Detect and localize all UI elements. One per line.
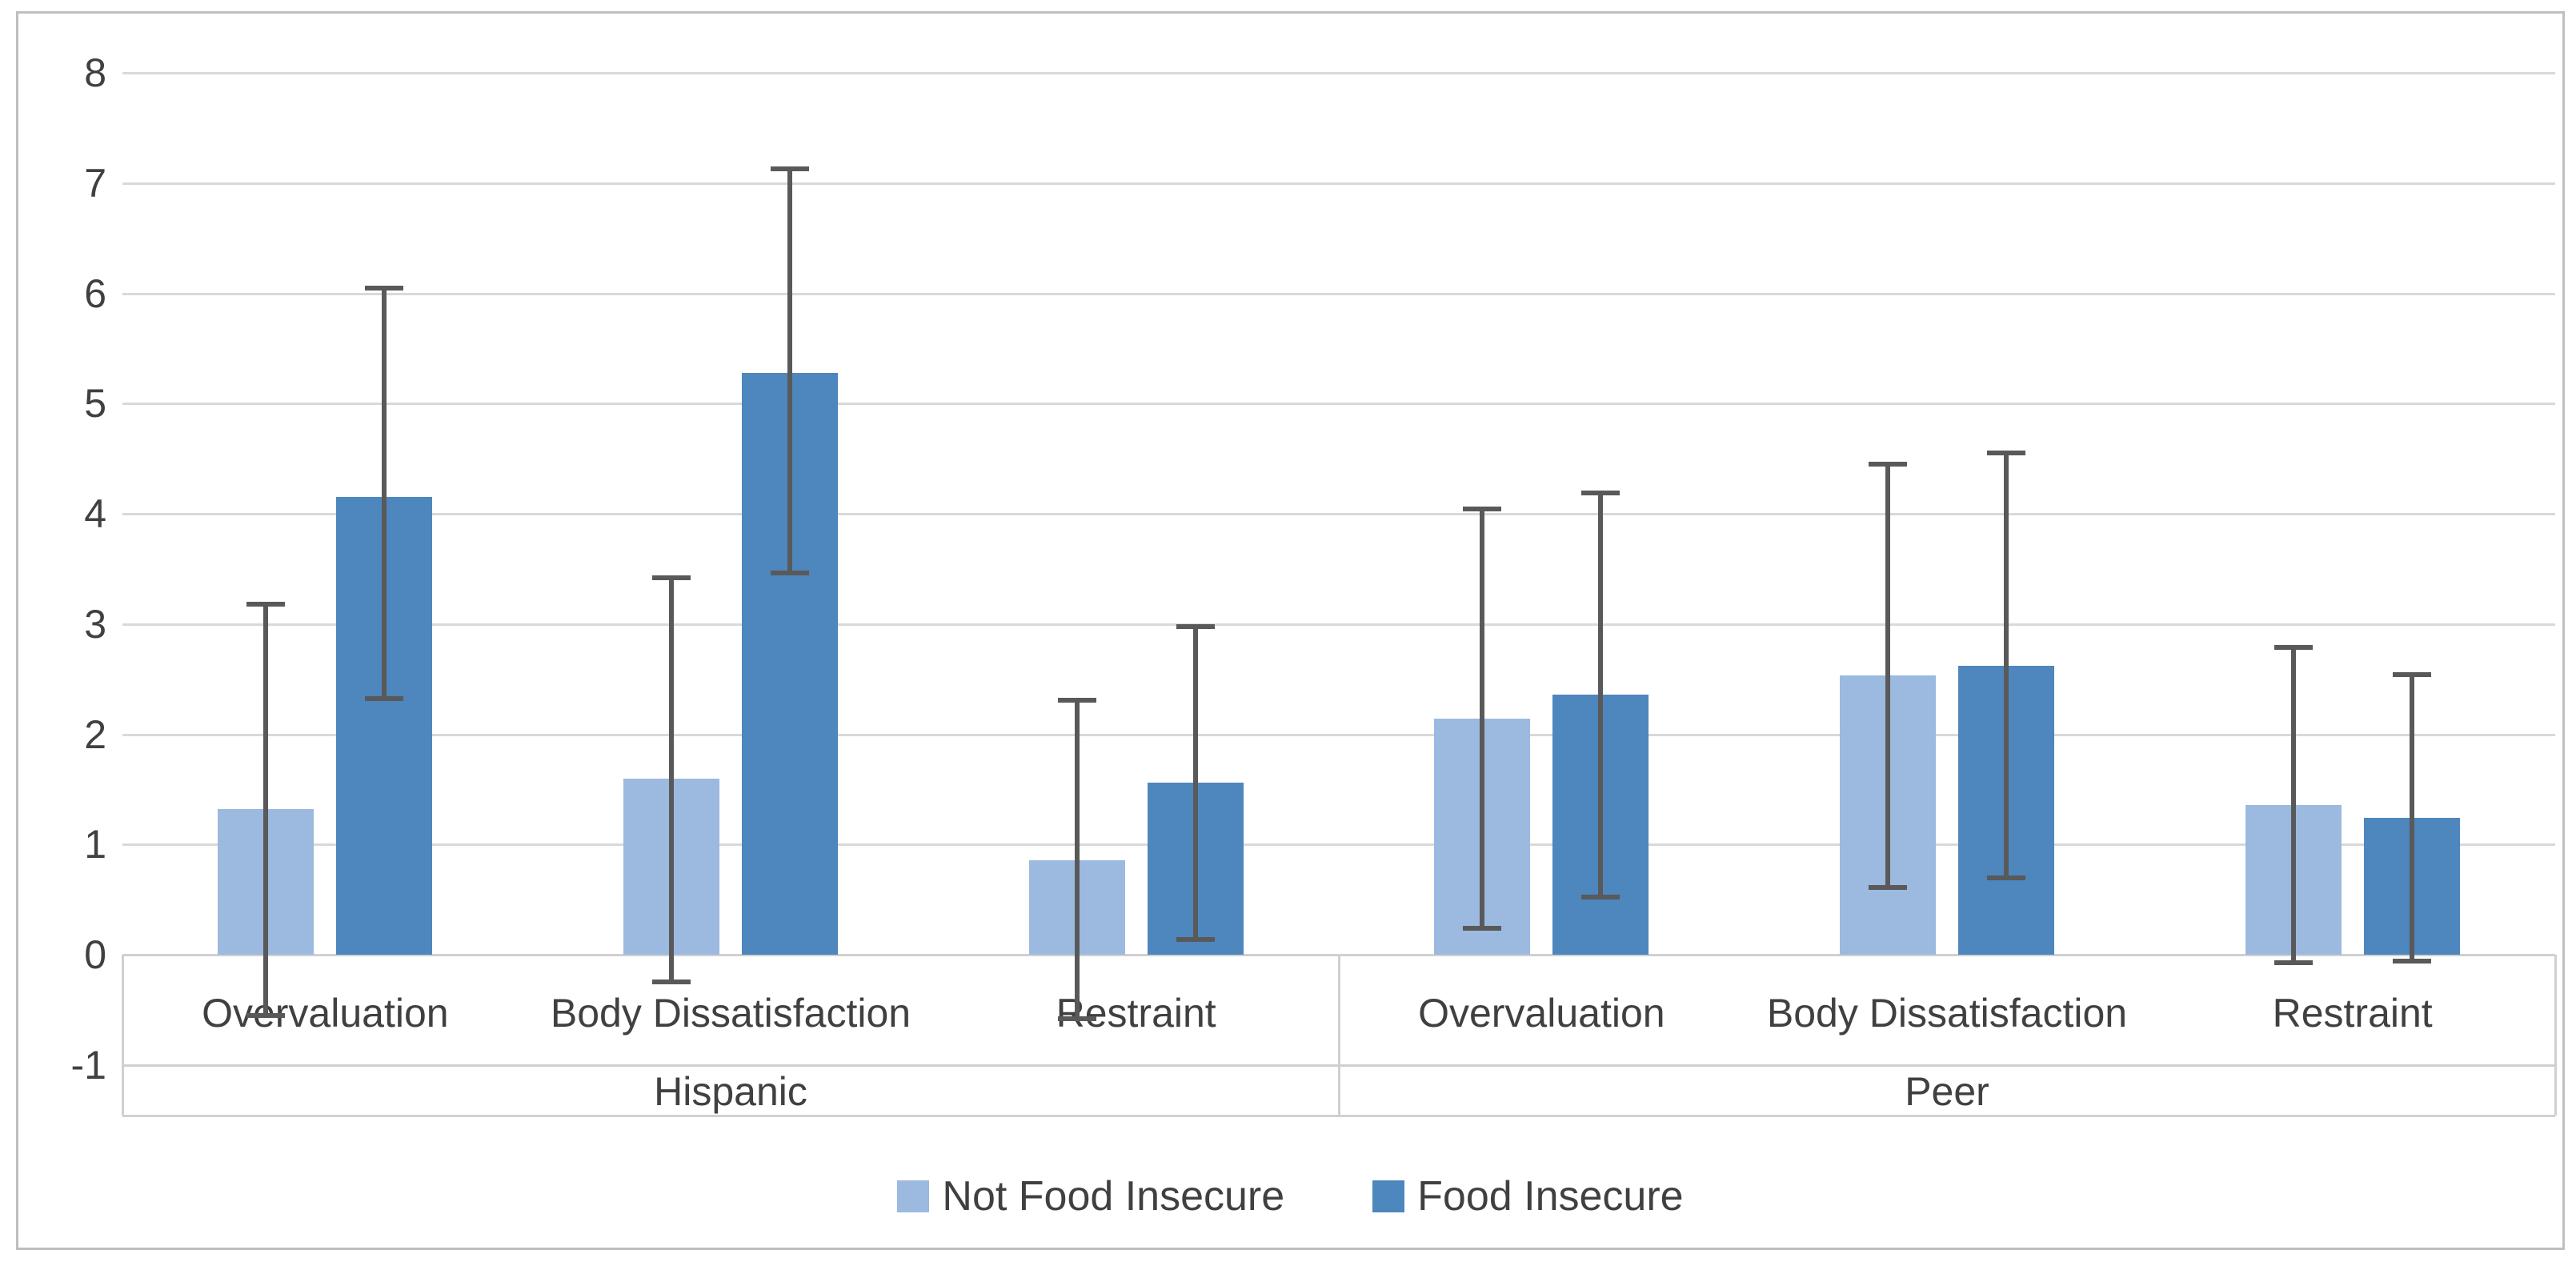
category-label: Overvaluation [202,990,449,1036]
y-gridline [122,72,2555,74]
y-tick-label: 8 [84,50,106,95]
error-bar-cap-bottom [771,571,809,576]
error-bar-cap-bottom [246,1012,286,1018]
legend-swatch-food-insecure [1372,1180,1405,1212]
axis-separator-line [122,955,124,1116]
category-label: Restraint [1056,990,1216,1036]
y-gridline [122,623,2555,626]
error-bar-cap-top [365,285,404,290]
y-tick-label: 1 [84,822,106,867]
error-bar-line [1192,626,1198,939]
category-label: Restraint [2272,990,2433,1036]
legend: Not Food Insecure Food Insecure [18,1172,2562,1220]
legend-label: Not Food Insecure [942,1173,1285,1220]
error-bar-cap-bottom [365,696,404,702]
error-bar-line [2409,675,2414,962]
error-bar-cap-top [2274,644,2313,650]
y-gridline [122,733,2555,736]
error-bar-cap-bottom [1176,936,1215,942]
error-bar-cap-bottom [2274,960,2313,965]
y-tick-label: 7 [84,160,106,206]
y-gridline [122,292,2555,295]
y-tick-label: 6 [84,270,106,316]
bar-chart: 8 7 6 5 4 3 2 1 0 -1 Overvaluation Body Dissatisfac… [16,11,2565,1250]
legend-item-not-food-insecure: Not Food Insecure [897,1172,1284,1220]
error-bar-line [787,168,792,574]
error-bar-line [1480,509,1485,928]
y-tick-label: 2 [84,711,106,757]
error-bar-cap-bottom [1057,1016,1096,1021]
error-bar-line [1074,699,1080,1019]
axis-separator-line [2554,955,2557,1116]
error-bar-cap-top [1581,490,1621,495]
legend-label: Food Insecure [1417,1173,1684,1220]
y-tick-label: 3 [84,601,106,647]
legend-item-food-insecure: Food Insecure [1372,1172,1684,1220]
error-bar-line [2004,453,2009,878]
plot-area: 8 7 6 5 4 3 2 1 0 -1 Overvaluation Body Dissatisfac… [18,14,2562,1248]
error-bar-cap-top [652,575,691,580]
error-bar-cap-top [1057,697,1096,703]
group-label: Peer [1905,1069,1989,1115]
error-bar-line [669,577,674,983]
y-gridline [122,182,2555,185]
error-bar-cap-bottom [2392,959,2431,964]
y-tick-label: -1 [70,1042,106,1088]
y-gridline [122,403,2555,406]
y-tick-label: 5 [84,381,106,427]
error-bar-line [1598,492,1604,898]
error-bar-line [263,603,269,1016]
error-bar-cap-top [2392,672,2431,678]
error-bar-cap-bottom [1581,895,1621,900]
error-bar-cap-bottom [1987,875,2025,880]
group-label: Hispanic [654,1069,807,1115]
error-bar-cap-top [246,601,286,607]
error-bar-line [1885,464,1890,887]
error-bar-cap-bottom [1463,925,1502,931]
error-bar-cap-top [1176,623,1215,629]
error-bar-cap-top [1463,507,1502,512]
error-bar-cap-top [1987,451,2025,456]
error-bar-line [382,287,387,699]
y-gridline [122,843,2555,847]
error-bar-line [2290,647,2296,963]
axis-separator-line [1338,955,1340,1116]
error-bar-cap-top [771,166,809,171]
error-bar-cap-bottom [652,980,691,985]
error-bar-cap-top [1869,462,1907,467]
y-tick-label: 4 [84,491,106,536]
category-label: Body Dissatisfaction [1766,990,2128,1036]
category-label: Overvaluation [1418,990,1665,1036]
y-gridline [122,513,2555,515]
y-tick-label: 0 [84,932,106,977]
axis-band-line [122,1114,2555,1117]
category-label: Body Dissatisfaction [550,990,911,1036]
legend-swatch-not-food-insecure [897,1180,930,1212]
error-bar-cap-bottom [1869,884,1907,890]
